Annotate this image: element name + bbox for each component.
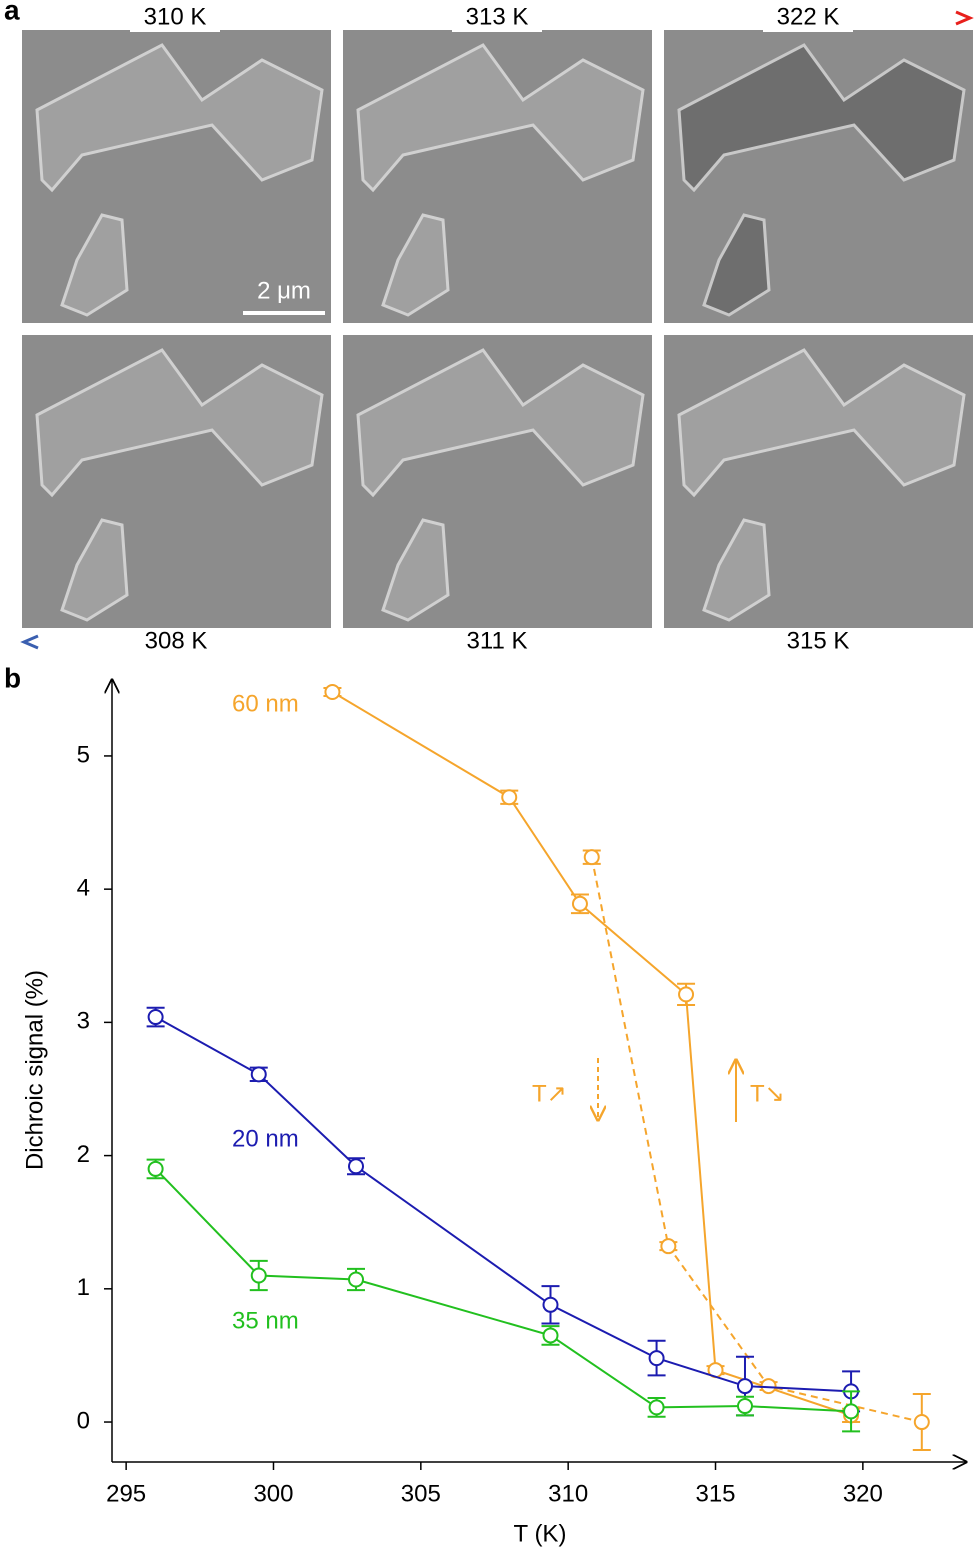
data-point	[250, 1267, 267, 1284]
flake	[60, 518, 129, 622]
flake	[356, 43, 645, 193]
label-bg	[452, 4, 542, 32]
flake	[381, 518, 450, 622]
series-label: 20 nm	[232, 1125, 299, 1152]
data-point	[542, 1327, 559, 1344]
label-bg	[131, 628, 221, 656]
image-grid	[22, 30, 973, 628]
temp-label: 322 K	[777, 3, 840, 30]
data-point	[571, 895, 588, 912]
data-point	[648, 1350, 665, 1367]
plot: 295 300 305 310 315 320 0 1 2 3 4 5 60 nm 20 nm 35 nm	[77, 683, 931, 1507]
scale-label: 2 μm	[257, 277, 311, 304]
data-point	[660, 1238, 677, 1255]
y-tick-label: 1	[77, 1274, 90, 1301]
data-point	[648, 1399, 665, 1416]
data-point	[736, 1378, 753, 1395]
data-point	[843, 1403, 860, 1420]
panel-label: b	[4, 662, 21, 693]
y-tick-label: 4	[77, 874, 90, 901]
flake	[35, 43, 324, 193]
label-bg	[130, 4, 220, 32]
data-point	[542, 1296, 559, 1313]
series-line	[590, 856, 923, 1424]
flake	[702, 518, 771, 622]
data-point	[250, 1066, 267, 1083]
temp-label: 310 K	[144, 3, 207, 30]
series-label: 35 nm	[232, 1307, 299, 1334]
flake	[677, 43, 966, 193]
y-axis-label: Dichroic signal (%)	[21, 970, 48, 1170]
series-line	[331, 691, 852, 1417]
flake	[702, 213, 771, 317]
data-point	[678, 986, 695, 1003]
flake	[677, 348, 966, 498]
x-tick-label: 315	[695, 1480, 735, 1507]
flake	[60, 213, 129, 317]
panel-label: a	[4, 0, 20, 25]
data-point	[583, 849, 600, 866]
arrow-head	[955, 10, 974, 26]
x-tick-label: 310	[548, 1480, 588, 1507]
x-tick-label: 295	[106, 1480, 146, 1507]
x-axis-label: T (K)	[514, 1520, 567, 1547]
data-point	[324, 683, 341, 700]
temp-label: 311 K	[467, 627, 528, 654]
x-tick-label: 305	[401, 1480, 441, 1507]
label-bg	[773, 628, 863, 656]
data-point	[147, 1009, 164, 1026]
temp-label: 308 K	[145, 627, 208, 654]
data-point	[501, 789, 518, 806]
temp-label: 315 K	[787, 627, 850, 654]
y-tick-label: 5	[77, 741, 90, 768]
annotation: T↘	[750, 1080, 785, 1107]
label-bg	[452, 628, 542, 656]
y-tick-label: 2	[77, 1141, 90, 1168]
y-tick-label: 3	[77, 1008, 90, 1035]
temp-label: 313 K	[466, 3, 529, 30]
label-bg	[763, 4, 853, 32]
annotation: T↗	[532, 1080, 567, 1107]
data-point	[348, 1158, 364, 1175]
data-point	[348, 1271, 364, 1288]
y-tick-label: 0	[77, 1407, 90, 1434]
flake	[35, 348, 324, 498]
arrow-head	[20, 634, 39, 650]
data-point	[147, 1160, 164, 1177]
x-tick-label: 320	[843, 1480, 883, 1507]
flake	[356, 348, 645, 498]
series-label: 60 nm	[232, 690, 299, 717]
data-point	[736, 1398, 753, 1415]
flake	[381, 213, 450, 317]
x-tick-label: 300	[253, 1480, 293, 1507]
data-point	[913, 1414, 930, 1431]
